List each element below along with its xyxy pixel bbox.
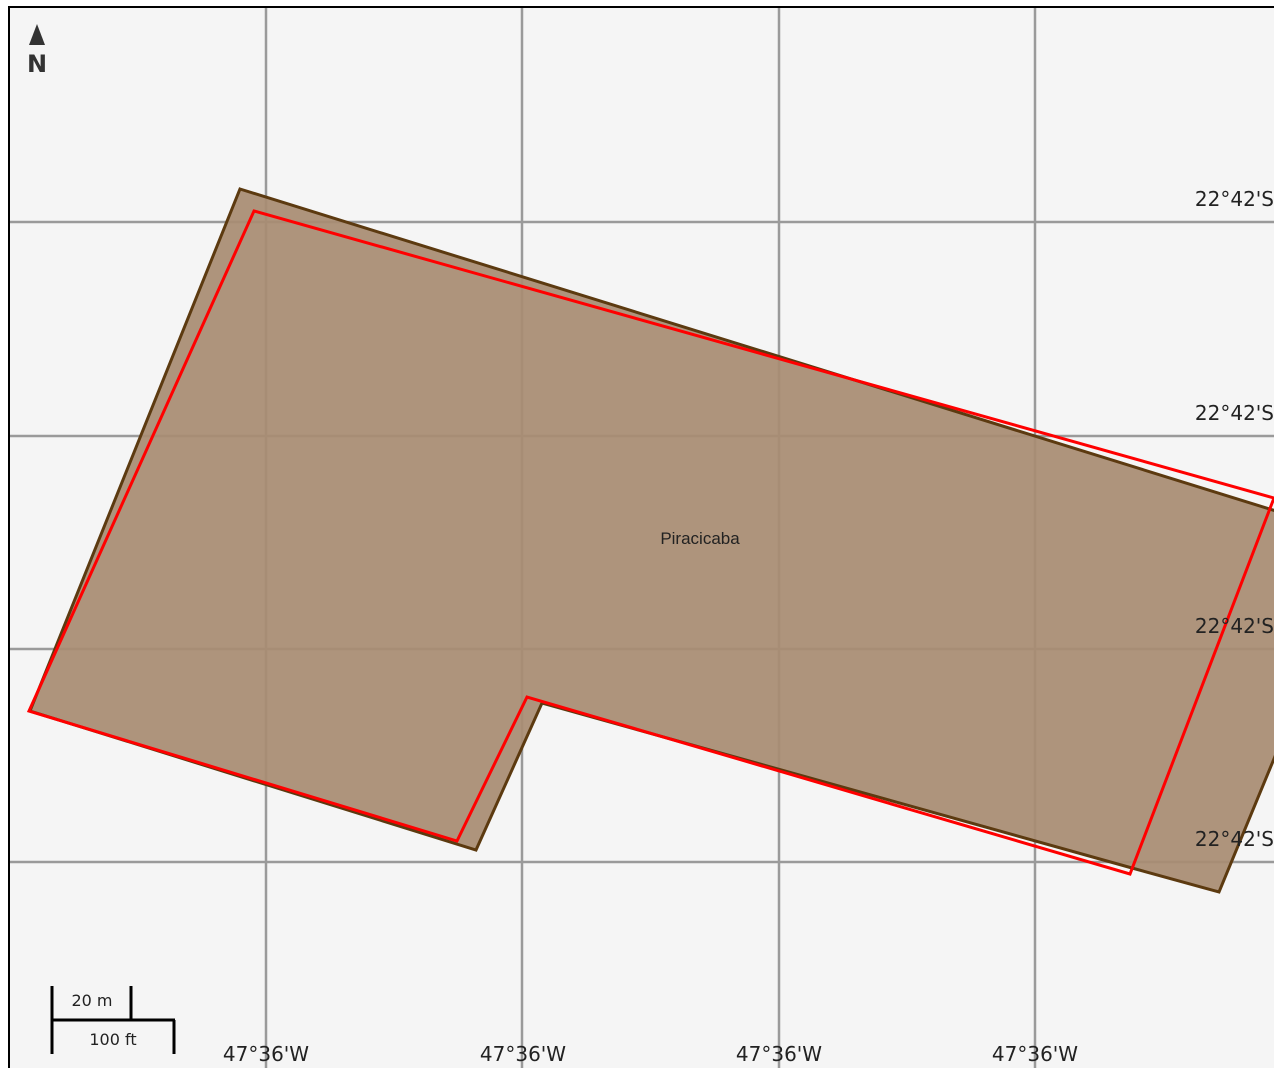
- map-canvas[interactable]: Piracicaba 22°42'S 22°42'S 22°42'S 22°42…: [8, 6, 1274, 1068]
- latitude-label: 22°42'S: [1195, 614, 1274, 638]
- overlay-outline-polygon[interactable]: [26, 209, 1274, 876]
- place-label: Piracicaba: [660, 529, 740, 548]
- latitude-label: 22°42'S: [1195, 827, 1274, 851]
- latitude-label: 22°42'S: [1195, 401, 1274, 425]
- longitude-label: 47°36'W: [480, 1042, 566, 1066]
- scale-imperial-label: 100 ft: [89, 1030, 136, 1049]
- latitude-label: 22°42'S: [1195, 187, 1274, 211]
- north-arrow: N: [27, 24, 47, 78]
- longitude-label: 47°36'W: [223, 1042, 309, 1066]
- longitude-label: 47°36'W: [736, 1042, 822, 1066]
- north-arrow-icon: [29, 24, 45, 45]
- scale-metric-label: 20 m: [71, 991, 112, 1010]
- scale-bar: 20 m 100 ft: [50, 986, 176, 1054]
- north-arrow-label: N: [27, 50, 47, 78]
- map-graticule-view[interactable]: Piracicaba 22°42'S 22°42'S 22°42'S 22°42…: [8, 6, 1274, 1068]
- longitude-label: 47°36'W: [992, 1042, 1078, 1066]
